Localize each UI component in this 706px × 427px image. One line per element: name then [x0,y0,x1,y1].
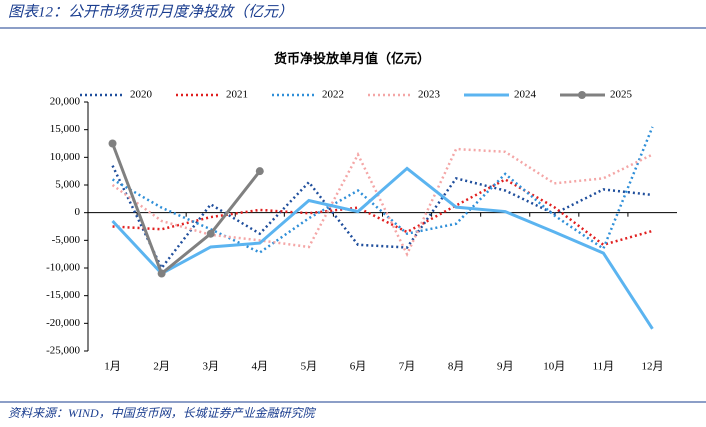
point [157,269,166,278]
series-line [111,166,654,330]
legend-label: 2023 [418,89,441,101]
legend-marker [578,91,586,99]
x-tick-label: 11月 [593,361,615,373]
series-line [111,165,653,271]
y-tick-label: 20,000 [50,96,81,108]
y-tick-label: 0 [75,206,81,218]
x-tick-label: 12月 [641,361,663,373]
y-tick-label: 5,000 [55,179,80,191]
x-tick-label: 9月 [497,361,514,373]
legend-label: 2022 [322,89,344,101]
legend-label: 2024 [514,89,537,101]
series-line [111,147,654,258]
y-tick-label: -10,000 [46,262,80,274]
x-tick-label: 3月 [202,361,219,373]
y-tick-label: -25,000 [46,345,80,357]
x-tick-label: 10月 [543,361,565,373]
point [255,167,264,176]
x-tick-label: 6月 [350,361,367,373]
x-tick-label: 7月 [399,361,416,373]
x-tick-label: 5月 [301,361,318,373]
series-line [111,142,261,277]
x-tick-label: 1月 [104,361,121,373]
legend-label: 2020 [130,89,153,101]
header: 图表12：公开市场货币月度净投放（亿元） [8,3,293,20]
x-tick-label: 8月 [448,361,465,373]
y-tick-label: -15,000 [46,289,80,301]
series-line [112,178,653,247]
y-tick-label: -20,000 [46,317,80,329]
legend-label: 2025 [610,89,633,101]
y-tick-label: 10,000 [50,151,81,163]
point [108,139,117,148]
point [206,229,215,238]
legend-label: 2021 [226,89,248,101]
y-tick-label: -5,000 [52,234,81,246]
x-tick-label: 2月 [153,361,170,373]
series-line [111,126,654,254]
source: 资料来源：WIND，中国货币网，长城证券产业金融研究院 [8,406,317,420]
chart-title: 货币净投放单月值（亿元） [274,51,430,66]
y-tick-label: 15,000 [50,123,81,135]
x-tick-label: 4月 [252,361,269,373]
